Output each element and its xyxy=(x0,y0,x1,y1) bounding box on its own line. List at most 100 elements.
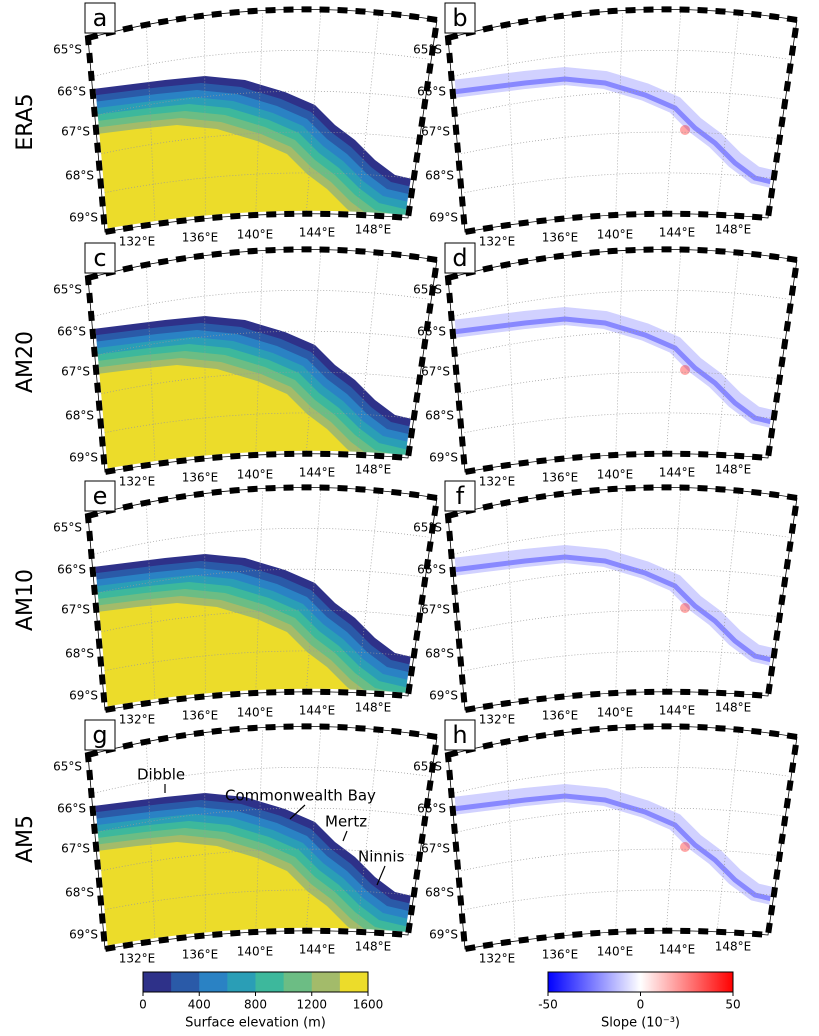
lon-label: 136°E xyxy=(182,709,219,723)
frame-line xyxy=(447,487,798,711)
parallel xyxy=(98,131,420,155)
meridian xyxy=(145,24,156,225)
parallel xyxy=(458,371,780,395)
lon-label: 140°E xyxy=(597,706,634,720)
row-label: AM20 xyxy=(13,331,38,393)
meridian xyxy=(716,12,740,215)
panel-letter: b xyxy=(452,4,467,32)
parallel xyxy=(451,289,792,318)
meridian xyxy=(255,10,264,216)
lat-label: 66°S xyxy=(57,563,86,577)
lon-label: 136°E xyxy=(182,231,219,245)
parallel xyxy=(101,650,414,672)
map-panel: 65°S 66°S 67°S 68°S 69°S 132°E 136°E 140°E 144°E… xyxy=(413,242,801,489)
lat-label: 69°S xyxy=(429,928,458,942)
colorbar-segment xyxy=(255,972,285,992)
map-content xyxy=(448,9,797,232)
meridian xyxy=(305,249,322,454)
annotation: Dibble xyxy=(137,766,185,784)
lat-label: 68°S xyxy=(425,886,454,900)
meridian xyxy=(204,493,206,697)
slope-spot xyxy=(680,842,690,852)
ocean xyxy=(448,249,797,472)
lon-label: 132°E xyxy=(119,952,156,966)
colorbar-segment xyxy=(339,972,369,992)
frame-line xyxy=(447,9,798,233)
leader xyxy=(342,830,348,842)
parallel xyxy=(94,568,426,594)
parallel xyxy=(101,412,414,434)
letter-box xyxy=(444,719,476,751)
parallel xyxy=(91,527,432,556)
lon-label: 148°E xyxy=(355,463,392,477)
lon-label: 148°E xyxy=(355,940,392,954)
lat-label: 68°S xyxy=(425,409,454,423)
parallel xyxy=(94,807,426,833)
lon-label: 132°E xyxy=(119,713,156,727)
map-content xyxy=(448,249,797,472)
lon-label: 148°E xyxy=(715,940,752,954)
meridian xyxy=(356,729,380,932)
meridian xyxy=(615,10,624,216)
leader xyxy=(376,865,386,886)
lat-label: 68°S xyxy=(65,647,94,661)
lat-label: 69°S xyxy=(69,211,98,225)
lat-label: 67°S xyxy=(61,365,90,379)
lon-label: 136°E xyxy=(542,709,579,723)
map-panel: 65°S 66°S 67°S 68°S 69°S 132°E 136°E 140°E 144°E… xyxy=(53,480,441,727)
frame-line xyxy=(87,9,438,233)
lat-label: 67°S xyxy=(421,125,450,139)
lon-label: 140°E xyxy=(237,228,274,242)
lat-label: 67°S xyxy=(421,603,450,617)
colorbar-tick-label: 400 xyxy=(188,998,211,1012)
parallel xyxy=(91,49,432,78)
frame-line xyxy=(447,249,798,473)
lon-label: 136°E xyxy=(182,948,219,962)
letter-box xyxy=(84,2,116,34)
lat-label: 65°S xyxy=(53,760,82,774)
meridian xyxy=(255,727,264,933)
lat-label: 67°S xyxy=(61,125,90,139)
lon-label: 140°E xyxy=(597,468,634,482)
lon-label: 148°E xyxy=(715,701,752,715)
lat-label: 69°S xyxy=(429,689,458,703)
meridian xyxy=(356,490,380,693)
slope-band xyxy=(448,66,788,191)
lat-label: 66°S xyxy=(57,802,86,816)
colorbar-tick-label: -50 xyxy=(538,998,558,1012)
map-panel: 65°S 66°S 67°S 68°S 69°S 132°E 136°E 140°E 144°E… xyxy=(53,242,441,489)
lat-label: 66°S xyxy=(57,85,86,99)
meridian xyxy=(665,9,682,214)
parallel xyxy=(98,848,420,872)
parallel xyxy=(461,172,774,194)
lat-label: 69°S xyxy=(429,451,458,465)
parallel xyxy=(451,49,792,78)
parallel xyxy=(458,131,780,155)
colorbar-segment xyxy=(227,972,256,992)
panel-letter: h xyxy=(452,721,467,749)
lon-label: 144°E xyxy=(299,466,336,480)
meridian xyxy=(665,249,682,454)
lat-label: 65°S xyxy=(413,283,442,297)
ocean xyxy=(448,9,797,232)
panel-letter: e xyxy=(93,482,108,510)
parallel xyxy=(454,568,786,594)
lat-label: 66°S xyxy=(417,325,446,339)
colorbar-gradient xyxy=(548,972,733,992)
meridian xyxy=(255,488,264,694)
letter-box xyxy=(444,242,476,274)
colorbar-segment xyxy=(199,972,228,992)
lon-label: 132°E xyxy=(479,475,516,489)
slope-band xyxy=(448,306,788,431)
frame-line xyxy=(87,726,438,950)
parallel xyxy=(458,848,780,872)
meridian xyxy=(505,264,516,465)
lon-label: 136°E xyxy=(182,471,219,485)
panel-letter: c xyxy=(93,244,106,272)
meridian xyxy=(204,732,206,936)
row-label: AM5 xyxy=(13,815,38,863)
colorbar-segment xyxy=(283,972,313,992)
letter-box xyxy=(444,480,476,512)
frame-line xyxy=(447,726,798,950)
panel-letter: g xyxy=(92,721,107,749)
